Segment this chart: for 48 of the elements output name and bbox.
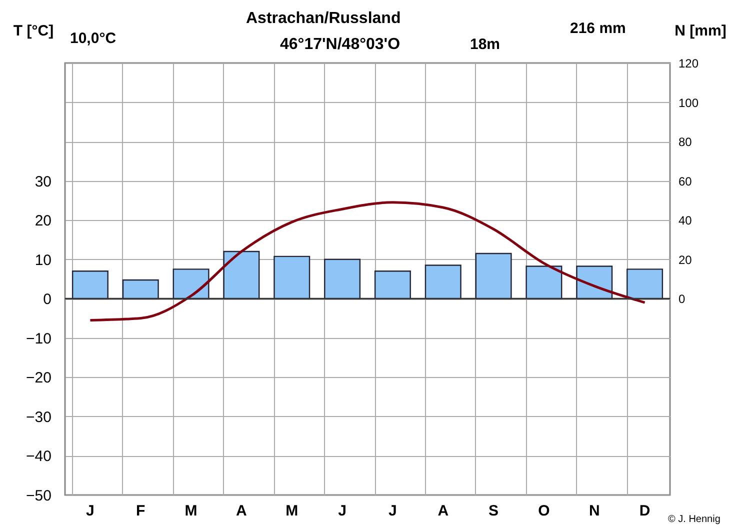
chart-subtitle: 46°17'N/48°03'O bbox=[280, 36, 400, 54]
y-tick-label: 30 bbox=[34, 173, 52, 190]
y2-tick-label: 60 bbox=[678, 174, 692, 188]
y-tick-label: −50 bbox=[26, 488, 52, 504]
text: © J. Hennig bbox=[668, 514, 720, 525]
bar bbox=[122, 279, 159, 300]
y-axis-title: T [°C] bbox=[13, 22, 54, 40]
x-tick-label: J bbox=[388, 502, 397, 520]
bar bbox=[626, 268, 664, 300]
line-series bbox=[88, 201, 646, 322]
bar bbox=[374, 270, 411, 300]
x-tick-label: A bbox=[438, 502, 449, 520]
y2-axis-title: N [mm] bbox=[674, 22, 726, 40]
bar bbox=[526, 266, 562, 300]
bar bbox=[274, 256, 310, 300]
y2-tick-label: 120 bbox=[678, 56, 699, 70]
y-tick-label: −30 bbox=[26, 408, 52, 426]
x-tick-label: S bbox=[488, 502, 499, 520]
x-tick-label: M bbox=[184, 502, 198, 520]
bar bbox=[475, 252, 512, 300]
y-tick-label: −10 bbox=[26, 330, 52, 348]
y-tick-label: 0 bbox=[43, 291, 52, 308]
x-tick-label: D bbox=[639, 502, 650, 520]
x-tick-label: N bbox=[588, 502, 600, 520]
y-tick-label: −20 bbox=[26, 370, 52, 387]
y2-tick-label: 100 bbox=[678, 96, 699, 110]
bar bbox=[324, 258, 361, 300]
bar bbox=[424, 264, 462, 300]
y-tick-label: 10 bbox=[34, 252, 52, 269]
y2-tick-label: 40 bbox=[678, 214, 692, 228]
chart-title: Astrachan/Russland bbox=[246, 10, 401, 28]
x-tick-label: J bbox=[86, 502, 94, 520]
y-tick-label: −40 bbox=[26, 448, 52, 466]
y2-tick-label: 80 bbox=[678, 135, 692, 150]
x-tick-label: F bbox=[136, 502, 146, 520]
text: 18m bbox=[470, 36, 500, 53]
x-tick-label: M bbox=[286, 502, 298, 520]
bar bbox=[223, 250, 260, 300]
x-tick-label: O bbox=[538, 502, 550, 520]
x-tick-label: A bbox=[236, 502, 248, 520]
bar bbox=[72, 270, 108, 300]
text: 10,0°C bbox=[70, 30, 116, 47]
text: 216 mm bbox=[570, 20, 626, 37]
y2-tick-label: 20 bbox=[678, 252, 692, 267]
bar bbox=[172, 268, 210, 300]
y2-tick-label: 0 bbox=[678, 292, 686, 306]
x-tick-label: J bbox=[338, 502, 346, 520]
y-tick-label: 20 bbox=[34, 212, 52, 230]
